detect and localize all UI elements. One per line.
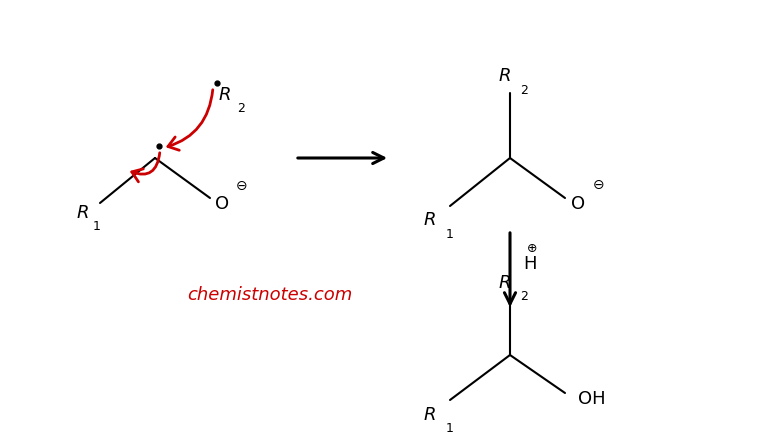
Text: R: R [219, 86, 231, 104]
Text: 2: 2 [520, 290, 528, 304]
Text: H: H [523, 255, 537, 273]
FancyArrowPatch shape [132, 153, 160, 182]
Text: 1: 1 [446, 422, 454, 432]
Text: 2: 2 [237, 102, 245, 115]
Text: ⊖: ⊖ [593, 178, 605, 192]
Text: O: O [571, 195, 585, 213]
Text: R: R [498, 67, 511, 85]
Text: ⊕: ⊕ [527, 241, 538, 254]
Text: 2: 2 [520, 83, 528, 96]
Text: R: R [424, 406, 436, 424]
Text: R: R [424, 211, 436, 229]
Text: OH: OH [578, 390, 606, 408]
Text: R: R [498, 274, 511, 292]
FancyArrowPatch shape [168, 90, 213, 150]
Text: ⊖: ⊖ [237, 179, 248, 193]
Text: O: O [215, 195, 229, 213]
Text: R: R [77, 204, 89, 222]
Text: 1: 1 [93, 219, 101, 232]
Text: chemistnotes.com: chemistnotes.com [187, 286, 353, 304]
Text: 1: 1 [446, 228, 454, 241]
